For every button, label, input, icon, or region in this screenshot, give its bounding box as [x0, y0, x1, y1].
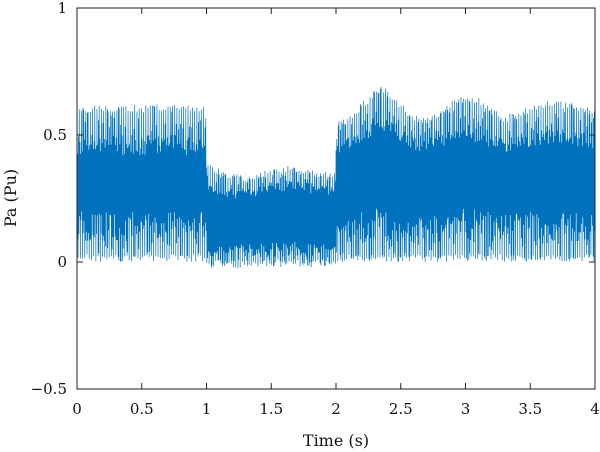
y-tick-label: 0.5 [43, 126, 67, 144]
x-tick-label: 0.5 [130, 400, 154, 418]
x-tick-label: 2.5 [389, 400, 413, 418]
x-tick-label: 3 [461, 400, 471, 418]
y-axis-label: Pa (Pu) [1, 169, 20, 227]
x-tick-label: 4 [590, 400, 600, 418]
x-tick-label: 1 [202, 400, 212, 418]
y-tick-label: 0 [57, 253, 67, 271]
plot-frame [76, 7, 596, 390]
x-axis-label: Time (s) [303, 431, 369, 450]
y-tick-label: −0.5 [31, 380, 67, 398]
x-tick-label: 1.5 [259, 400, 283, 418]
x-tick-label: 2 [331, 400, 341, 418]
plot-area [76, 86, 596, 269]
x-tick-label: 0 [72, 400, 82, 418]
y-tick-label: 1 [57, 0, 67, 17]
signal-core-band [77, 135, 595, 245]
x-tick-label: 3.5 [518, 400, 542, 418]
x-axis: 0 0.5 1 1.5 2 2.5 3 3.5 4 [72, 8, 600, 418]
